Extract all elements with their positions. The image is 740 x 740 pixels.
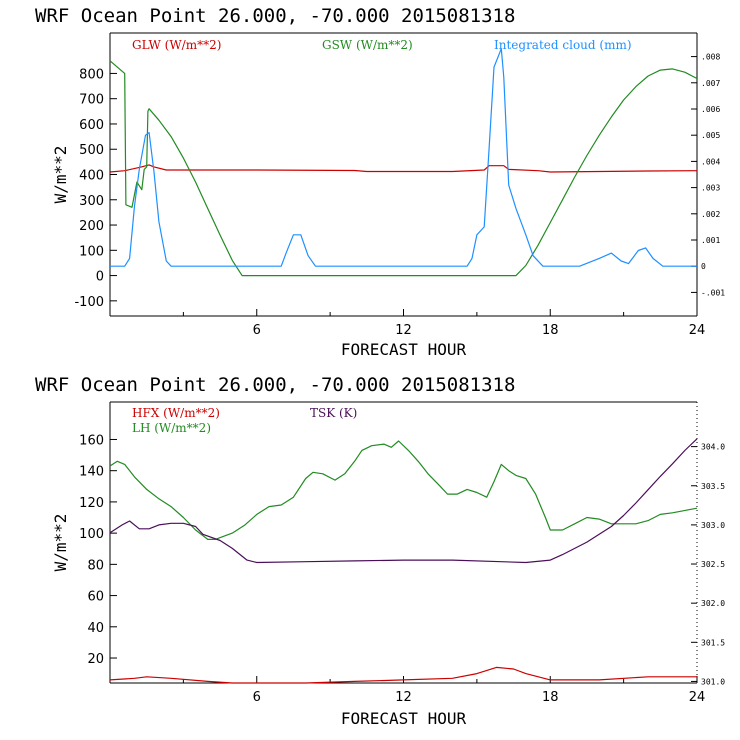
y2-tick-label: 301.0 [701, 677, 725, 686]
legend-entry: HFX (W/m**2) [132, 406, 220, 420]
y-tick-label: 160 [79, 433, 104, 448]
chart-title: WRF Ocean Point 26.000, -70.000 20150813… [35, 374, 515, 396]
y-tick-label: 600 [79, 118, 104, 133]
y-tick-label: 60 [87, 590, 104, 605]
y-tick-label: -100 [74, 295, 104, 310]
y-axis-label: W/m**2 [51, 146, 70, 204]
series-line-2 [109, 440, 698, 540]
y-tick-label: 120 [79, 496, 104, 511]
y2-tick-label: 302.0 [701, 599, 725, 608]
x-tick-label: 12 [395, 323, 412, 338]
y2-tick-label: 303.0 [701, 521, 725, 530]
y-tick-label: 800 [79, 67, 104, 82]
y-tick-label: 140 [79, 465, 104, 480]
x-tick-label: 24 [689, 690, 706, 705]
y-tick-label: 40 [87, 621, 104, 636]
y-tick-label: 80 [87, 558, 104, 573]
y2-tick-label: -.001 [701, 288, 725, 297]
chart-panel-2: WRF Ocean Point 26.000, -70.000 20150813… [35, 374, 725, 728]
x-tick-label: 18 [542, 323, 559, 338]
y-tick-label: 400 [79, 169, 104, 184]
y2-tick-label: .003 [701, 184, 720, 193]
series-line-1 [109, 666, 697, 684]
y2-tick-label: .002 [701, 210, 720, 219]
y-tick-label: 0 [96, 270, 104, 285]
y2-tick-label: .001 [701, 236, 720, 245]
y-tick-label: 100 [79, 244, 104, 259]
series-line-2 [109, 60, 698, 277]
y2-tick-label: .008 [701, 53, 720, 62]
x-axis-label: FORECAST HOUR [341, 709, 467, 728]
series-line-3 [110, 48, 697, 267]
series-line-3 [109, 438, 698, 564]
x-tick-label: 24 [689, 323, 706, 338]
chart-title: WRF Ocean Point 26.000, -70.000 20150813… [35, 5, 515, 27]
y2-tick-label: .004 [701, 157, 720, 166]
legend-entry: TSK (K) [310, 406, 357, 420]
y-axis-label: W/m**2 [51, 514, 70, 572]
y-tick-label: 300 [79, 194, 104, 209]
y2-tick-label: 301.5 [701, 638, 725, 647]
y-tick-label: 20 [87, 652, 104, 667]
y2-tick-label: .007 [701, 79, 720, 88]
x-tick-label: 6 [253, 323, 261, 338]
chart-panel-1: WRF Ocean Point 26.000, -70.000 20150813… [35, 5, 725, 359]
legend-entry: GSW (W/m**2) [322, 38, 413, 52]
series-line-1 [109, 164, 698, 173]
x-axis-label: FORECAST HOUR [341, 340, 467, 359]
y2-tick-label: 302.5 [701, 560, 725, 569]
y-tick-label: 700 [79, 93, 104, 108]
legend-entry: LH (W/m**2) [132, 421, 211, 435]
x-tick-label: 6 [253, 690, 261, 705]
y2-tick-label: 303.5 [701, 482, 725, 491]
x-tick-label: 12 [395, 690, 412, 705]
y-tick-label: 200 [79, 219, 104, 234]
y2-tick-label: .006 [701, 105, 720, 114]
y2-tick-label: .005 [701, 131, 720, 140]
y2-tick-label: 0 [701, 262, 706, 271]
y-tick-label: 500 [79, 143, 104, 158]
legend-entry: GLW (W/m**2) [132, 38, 221, 52]
y2-tick-label: 304.0 [701, 443, 725, 452]
legend-entry: Integrated cloud (mm) [494, 38, 632, 52]
y-tick-label: 100 [79, 527, 104, 542]
x-tick-label: 18 [542, 690, 559, 705]
